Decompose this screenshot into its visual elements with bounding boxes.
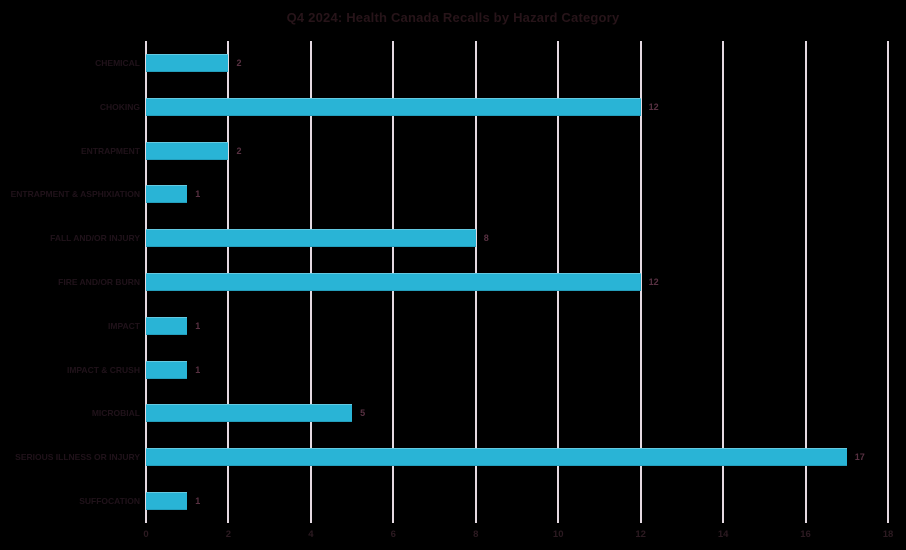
- bar-row: 5: [146, 392, 888, 436]
- value-label: 8: [483, 233, 489, 244]
- bar-row: 1: [146, 304, 888, 348]
- x-tick-label: 18: [882, 529, 894, 540]
- category-axis: CHEMICAL CHOKING ENTRAPMENT ENTRAPMENT & AS…: [0, 41, 140, 523]
- value-label: 1: [195, 364, 201, 375]
- x-tick-label: 12: [635, 529, 646, 540]
- gridline: [804, 41, 807, 523]
- value-label: 12: [648, 101, 659, 112]
- bar: [146, 448, 847, 467]
- x-tick-label: 14: [717, 529, 729, 540]
- bar-row: 8: [146, 216, 888, 260]
- x-tick-label: 16: [800, 529, 811, 540]
- value-label: 5: [360, 408, 366, 419]
- value-label: 12: [648, 276, 659, 287]
- category-label: FALL AND/OR INJURY: [50, 233, 140, 244]
- category-label: CHEMICAL: [95, 57, 140, 68]
- bar: [146, 141, 229, 160]
- bar-row: 2: [146, 129, 888, 173]
- category-label: IMPACT & CRUSH: [66, 364, 140, 375]
- bar-row: 1: [146, 348, 888, 392]
- bar: [146, 492, 188, 511]
- category-label: ENTRAPMENT: [80, 145, 140, 156]
- bar-row: 12: [146, 85, 888, 129]
- category-label: CHOKING: [99, 101, 140, 112]
- category-label: FIRE AND/OR BURN: [58, 277, 140, 287]
- bar: [146, 97, 641, 116]
- bar: [146, 360, 188, 379]
- x-tick-label: 4: [308, 529, 314, 540]
- gridline: [639, 41, 642, 523]
- x-tick-label: 2: [225, 529, 232, 540]
- category-label: IMPACT: [108, 320, 140, 331]
- bar-row: 2: [146, 41, 888, 85]
- category-label: MICROBIAL: [91, 408, 140, 419]
- category-label: SUFFOCATION: [79, 496, 140, 507]
- bar: [146, 404, 353, 423]
- gridline: [722, 41, 725, 523]
- gridline: [887, 41, 889, 523]
- x-tick-label: 6: [390, 529, 396, 540]
- value-label: 1: [195, 496, 201, 507]
- category-label: SERIOUS ILLNESS OR INJURY: [15, 452, 140, 463]
- x-tick-label: 0: [143, 529, 149, 540]
- value-label: 2: [236, 57, 242, 68]
- category-label: ENTRAPMENT & ASPHIXIATION: [10, 189, 140, 200]
- bar-row: 1: [146, 479, 888, 523]
- bar-row: 17: [146, 435, 888, 479]
- bar: [146, 272, 641, 291]
- bar-row: 12: [146, 260, 888, 304]
- value-label: 1: [195, 320, 201, 331]
- bar: [146, 316, 188, 335]
- plot-area: 2 12 2 1 8 12 1 1 5 17 1: [145, 41, 889, 523]
- value-label: 2: [236, 145, 242, 156]
- chart-title: Q4 2024: Health Canada Recalls by Hazard…: [286, 10, 620, 25]
- value-label: 1: [195, 189, 201, 200]
- x-tick-label: 10: [552, 529, 564, 540]
- bar: [146, 229, 476, 248]
- bar-row: 1: [146, 172, 888, 216]
- x-tick-label: 8: [473, 529, 479, 540]
- value-label: 17: [854, 452, 865, 463]
- bar: [146, 53, 229, 72]
- bar: [146, 185, 188, 204]
- value-axis: 0 2 4 6 8 10 12 14 16 18: [143, 529, 893, 545]
